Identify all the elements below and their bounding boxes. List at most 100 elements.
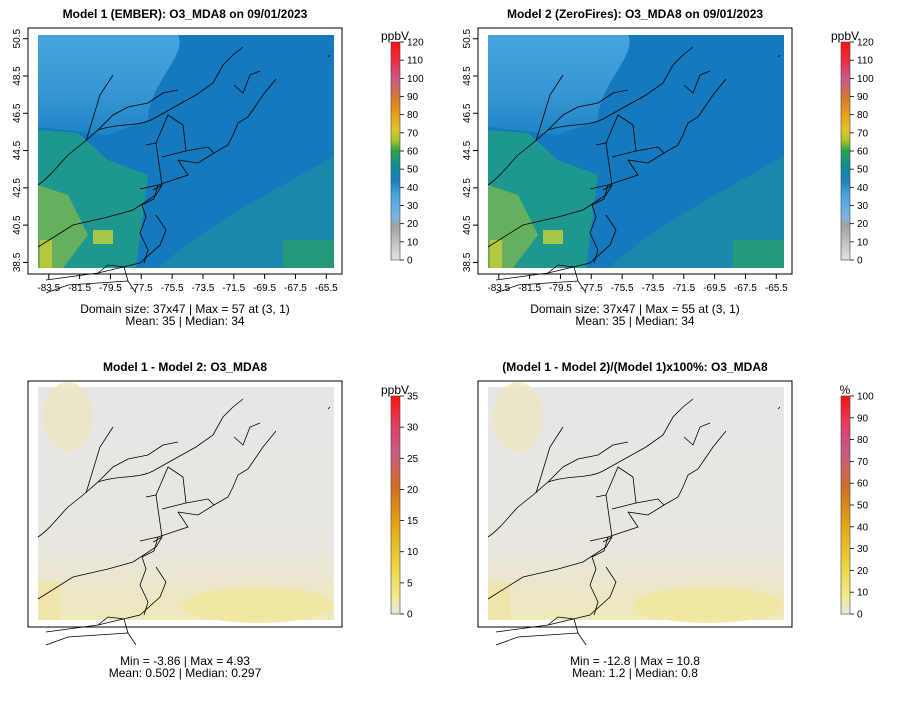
y-tick-label: 38.5 [462, 252, 473, 272]
x-tick-label: -83.5 [37, 283, 60, 294]
colorbar-tick-label: 120 [857, 38, 874, 49]
colorbar-tick-label: 70 [857, 457, 869, 468]
colorbar-tick-label: 80 [857, 110, 869, 121]
colorbar-tick-label: 80 [857, 435, 869, 446]
colorbar-tick-label: 90 [407, 92, 419, 103]
field-region-southeast [733, 240, 784, 268]
colorbar-tick-label: 50 [857, 501, 869, 512]
stats-line-2: Mean: 1.2 | Median: 0.8 [572, 666, 698, 680]
stats-line-1: Domain size: 37x47 | Max = 57 at (3, 1) [80, 302, 290, 316]
panel-1: Model 1 (EMBER): O3_MDA8 on 09/01/2023 -8… [12, 7, 424, 328]
x-tick-label: -65.5 [765, 283, 788, 294]
x-tick-label: -79.5 [99, 283, 122, 294]
stats-line-2: Mean: 35 | Median: 34 [125, 314, 245, 328]
field-positive-band [633, 587, 783, 623]
x-tick-label: -71.5 [222, 283, 245, 294]
y-tick-label: 44.5 [12, 140, 23, 160]
plot-frame [477, 380, 793, 628]
colorbar-tick-label: 30 [857, 544, 869, 555]
field-positive-north [43, 382, 93, 452]
colorbar-tick-label: 40 [857, 183, 869, 194]
y-tick-label: 42.5 [462, 178, 473, 198]
colorbar-tick-label: 110 [857, 56, 873, 67]
x-axis: -83.5 -81.5 -79.5 -77.5 -75.5 -73.5 -71.5 -69.5… [487, 273, 788, 294]
field-positive-southwest [38, 582, 60, 620]
field-region-ocean [158, 155, 334, 268]
colorbar-tick-label: 5 [407, 578, 413, 589]
data-field [38, 382, 334, 623]
colorbar-tick-label: 10 [857, 237, 869, 248]
y-tick-label: 50.5 [462, 29, 473, 49]
colorbar-tick-label: 40 [857, 522, 869, 533]
x-tick-label: -73.5 [642, 283, 665, 294]
x-tick-label: -81.5 [68, 283, 91, 294]
colorbar-tick-label: 10 [857, 588, 869, 599]
colorbar-tick-label: 60 [407, 147, 419, 158]
panel-3: Model 1 - Model 2: O3_MDA8 ppbV 0 5 10 15 20 25… [27, 360, 419, 680]
colorbar-tick-label: 20 [857, 219, 869, 230]
y-axis: 38.5 40.5 42.5 44.5 46.5 48.5 50.5 [462, 29, 478, 272]
stats-line-2: Mean: 35 | Median: 34 [575, 314, 695, 328]
field-positive-southwest [488, 582, 510, 620]
x-tick-label: -73.5 [192, 283, 215, 294]
y-tick-label: 46.5 [462, 103, 473, 123]
field-cells-east [543, 230, 563, 244]
colorbar-tick-label: 20 [857, 566, 869, 577]
colorbar-tick-label: 25 [407, 454, 419, 465]
colorbar-tick-label: 50 [857, 165, 869, 176]
field-positive-north [493, 382, 543, 452]
colorbar-tick-label: 90 [857, 413, 869, 424]
colorbar-unit: ppbV [381, 29, 409, 43]
colorbar-tick-label: 35 [407, 392, 419, 403]
stats-line-1: Min = -3.86 | Max = 4.93 [120, 654, 250, 668]
x-axis: -83.5 -81.5 -79.5 -77.5 -75.5 -73.5 -71.5 -69.5… [37, 273, 338, 294]
y-tick-label: 46.5 [12, 103, 23, 123]
data-field [488, 35, 784, 268]
field-positive-band [183, 587, 333, 623]
colorbar-tick-label: 20 [407, 219, 419, 230]
colorbar-tick-label: 100 [857, 74, 874, 85]
y-tick-label: 40.5 [12, 215, 23, 235]
colorbar-tick-label: 10 [407, 547, 419, 558]
stats-line-2: Mean: 0.502 | Median: 0.297 [109, 666, 262, 680]
colorbar-tick-label: 120 [407, 38, 424, 49]
colorbar-tick-label: 20 [407, 485, 419, 496]
field-max-cells [40, 240, 52, 268]
colorbar-tick-label: 70 [407, 128, 419, 139]
colorbar: ppbV 0 5 10 15 20 25 30 35 [381, 383, 419, 621]
panel-title: Model 2 (ZeroFires): O3_MDA8 on 09/01/20… [507, 7, 763, 21]
y-tick-label: 38.5 [12, 252, 23, 272]
panel-title: (Model 1 - Model 2)/(Model 1)x100%: O3_M… [502, 360, 768, 374]
colorbar-tick-label: 30 [407, 423, 419, 434]
x-tick-label: -67.5 [734, 283, 757, 294]
panel-4: (Model 1 - Model 2)/(Model 1)x100%: O3_M… [477, 360, 874, 680]
x-tick-label: -77.5 [130, 283, 153, 294]
field-region-southeast [283, 240, 334, 268]
colorbar-tick-label: 50 [407, 165, 419, 176]
colorbar-tick-label: 100 [857, 392, 874, 403]
x-tick-label: -75.5 [611, 283, 634, 294]
field-cells-east [93, 230, 113, 244]
x-tick-label: -65.5 [315, 283, 338, 294]
field-max-cells [490, 240, 502, 268]
stats-line-1: Min = -12.8 | Max = 10.8 [570, 654, 700, 668]
y-tick-label: 48.5 [462, 66, 473, 86]
colorbar-scale [840, 41, 851, 261]
data-field [488, 382, 784, 623]
colorbar: ppbV 0 10 20 30 40 50 60 70 80 90 100 110 120 [831, 29, 874, 267]
colorbar-tick-label: 15 [407, 516, 419, 527]
y-tick-label: 48.5 [12, 66, 23, 86]
colorbar-tick-label: 0 [857, 610, 863, 621]
panel-title: Model 1 (EMBER): O3_MDA8 on 09/01/2023 [63, 7, 308, 21]
y-axis: 38.5 40.5 42.5 44.5 46.5 48.5 50.5 [12, 29, 28, 272]
colorbar-tick-label: 60 [857, 147, 869, 158]
colorbar-tick-label: 0 [407, 610, 413, 621]
x-tick-label: -79.5 [549, 283, 572, 294]
colorbar-tick-label: 10 [407, 237, 419, 248]
panel-title: Model 1 - Model 2: O3_MDA8 [103, 360, 267, 374]
x-tick-label: -69.5 [703, 283, 726, 294]
colorbar-tick-label: 80 [407, 110, 419, 121]
colorbar-tick-label: 70 [857, 128, 869, 139]
colorbar-tick-label: 0 [857, 256, 863, 267]
